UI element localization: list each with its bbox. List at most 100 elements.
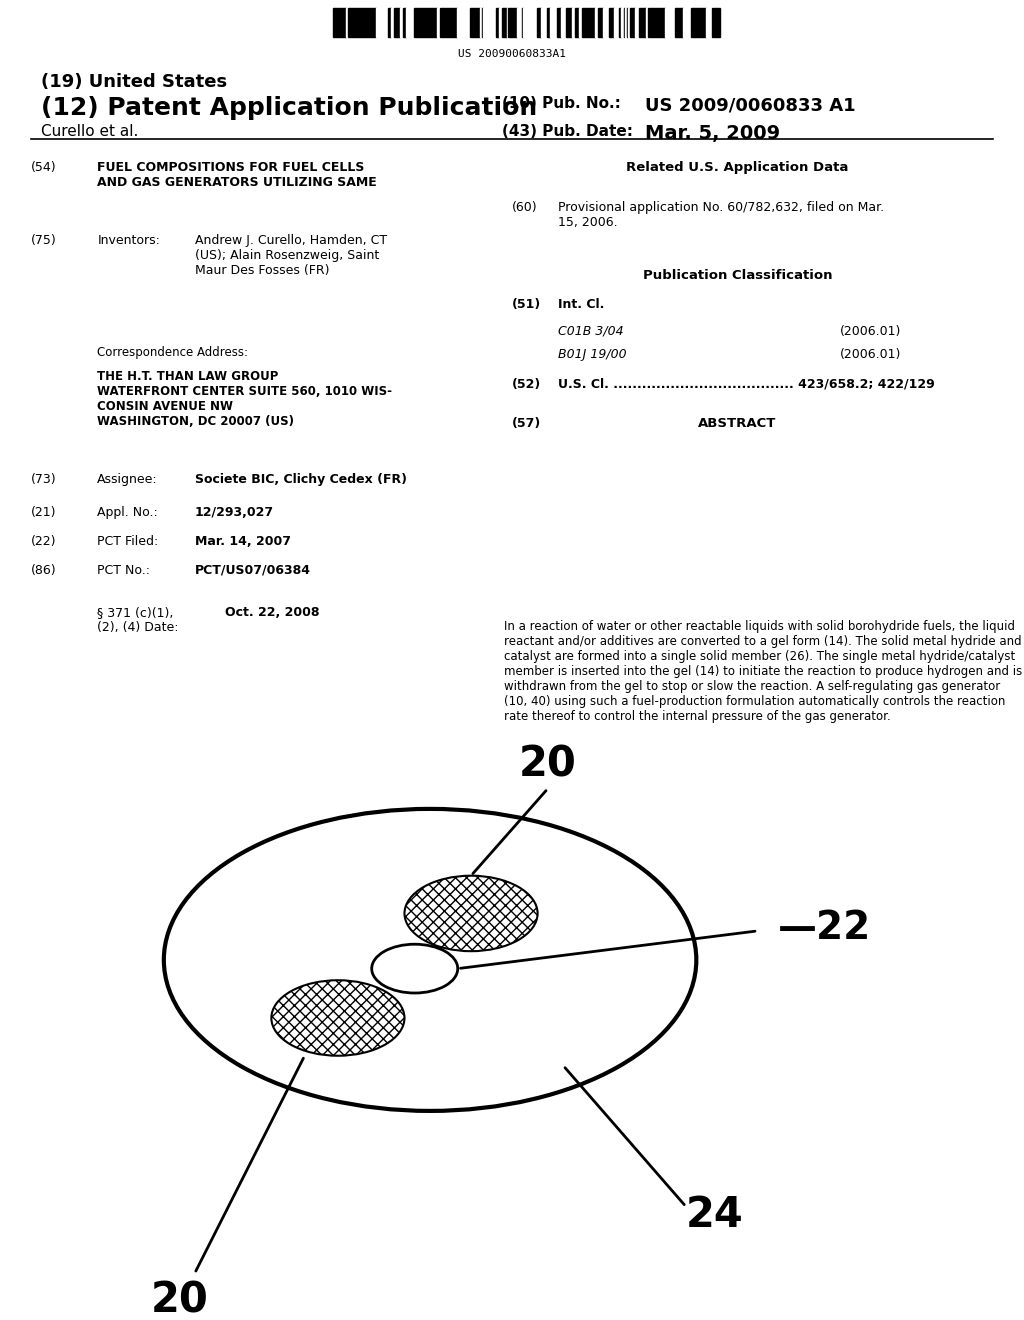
Text: (12) Patent Application Publication: (12) Patent Application Publication [41,96,538,120]
Bar [522,8,523,37]
Bar [400,8,401,37]
Bar [462,8,464,37]
Bar [492,8,494,37]
Text: In a reaction of water or other reactable liquids with solid borohydride fuels, : In a reaction of water or other reactabl… [504,620,1022,723]
Text: PCT No.:: PCT No.: [97,564,151,577]
Text: (21): (21) [31,506,56,519]
Text: PCT/US07/06384: PCT/US07/06384 [195,564,310,577]
Bar [551,8,554,37]
Text: (52): (52) [512,378,542,391]
Bar [572,8,575,37]
Text: (86): (86) [31,564,56,577]
Bar [635,8,636,37]
Text: Oct. 22, 2008: Oct. 22, 2008 [225,606,319,619]
Bar [494,8,497,37]
Bar [683,8,686,37]
Bar [691,8,694,37]
Text: (2006.01): (2006.01) [840,348,901,362]
Bar [411,8,413,37]
Text: PCT Filed:: PCT Filed: [97,535,159,548]
Text: Appl. No.:: Appl. No.: [97,506,158,519]
Bar [712,8,717,37]
Bar [504,8,507,37]
Bar [554,8,557,37]
Bar [548,8,551,37]
Bar [383,8,386,37]
Bar [624,8,625,37]
Bar [628,8,630,37]
Bar [625,8,627,37]
Bar [333,8,334,37]
Bar [457,8,462,37]
Bar [452,8,457,37]
Text: 12/293,027: 12/293,027 [195,506,273,519]
Bar [717,8,720,37]
Bar [419,8,424,37]
Bar [407,8,410,37]
Bar [340,8,344,37]
Bar [410,8,411,37]
Text: US 2009/0060833 A1: US 2009/0060833 A1 [645,96,856,115]
Bar [356,8,361,37]
Bar [440,8,443,37]
Bar [636,8,638,37]
Text: (10) Pub. No.:: (10) Pub. No.: [502,96,621,111]
Bar [608,8,609,37]
Bar [590,8,595,37]
Bar [482,8,483,37]
Bar [386,8,388,37]
Text: (73): (73) [31,473,56,486]
Bar [367,8,372,37]
Text: Int. Cl.: Int. Cl. [558,298,604,312]
Bar [575,8,579,37]
Bar [397,8,400,37]
Circle shape [271,981,404,1056]
Text: U.S. Cl. ...................................... 423/658.2; 422/129: U.S. Cl. ...............................… [558,378,935,391]
Bar [394,8,397,37]
Bar [528,8,534,37]
Bar [413,8,414,37]
Bar [613,8,618,37]
Bar [595,8,598,37]
Text: ABSTRACT: ABSTRACT [698,417,776,430]
Bar [639,8,644,37]
Text: (2006.01): (2006.01) [840,325,901,338]
Bar [403,8,407,37]
Bar [401,8,403,37]
Bar [706,8,707,37]
Bar [603,8,604,37]
Bar [449,8,452,37]
Text: 20: 20 [151,1279,208,1320]
Bar [638,8,639,37]
Text: C01B 3/04: C01B 3/04 [558,325,624,338]
Bar [500,8,503,37]
Bar [560,8,561,37]
Bar [424,8,429,37]
Bar [475,8,480,37]
Text: (51): (51) [512,298,542,312]
Text: § 371 (c)(1),
(2), (4) Date:: § 371 (c)(1), (2), (4) Date: [97,606,179,634]
Bar [443,8,449,37]
Bar [470,8,475,37]
Bar [652,8,657,37]
Text: B01J 19/00: B01J 19/00 [558,348,627,362]
Bar [391,8,394,37]
Text: Publication Classification: Publication Classification [642,269,833,282]
Text: (75): (75) [31,234,56,247]
Bar [561,8,566,37]
Bar [609,8,610,37]
Bar [665,8,670,37]
Bar [557,8,560,37]
Bar [328,8,333,37]
Bar [695,8,700,37]
Bar [700,8,702,37]
Bar [702,8,706,37]
Bar [598,8,603,37]
Bar [344,8,346,37]
Bar [676,8,681,37]
Text: (54): (54) [31,161,56,174]
Bar [334,8,340,37]
Bar [566,8,569,37]
Text: Provisional application No. 60/782,632, filed on Mar.
15, 2006.: Provisional application No. 60/782,632, … [558,201,884,228]
Bar [352,8,356,37]
